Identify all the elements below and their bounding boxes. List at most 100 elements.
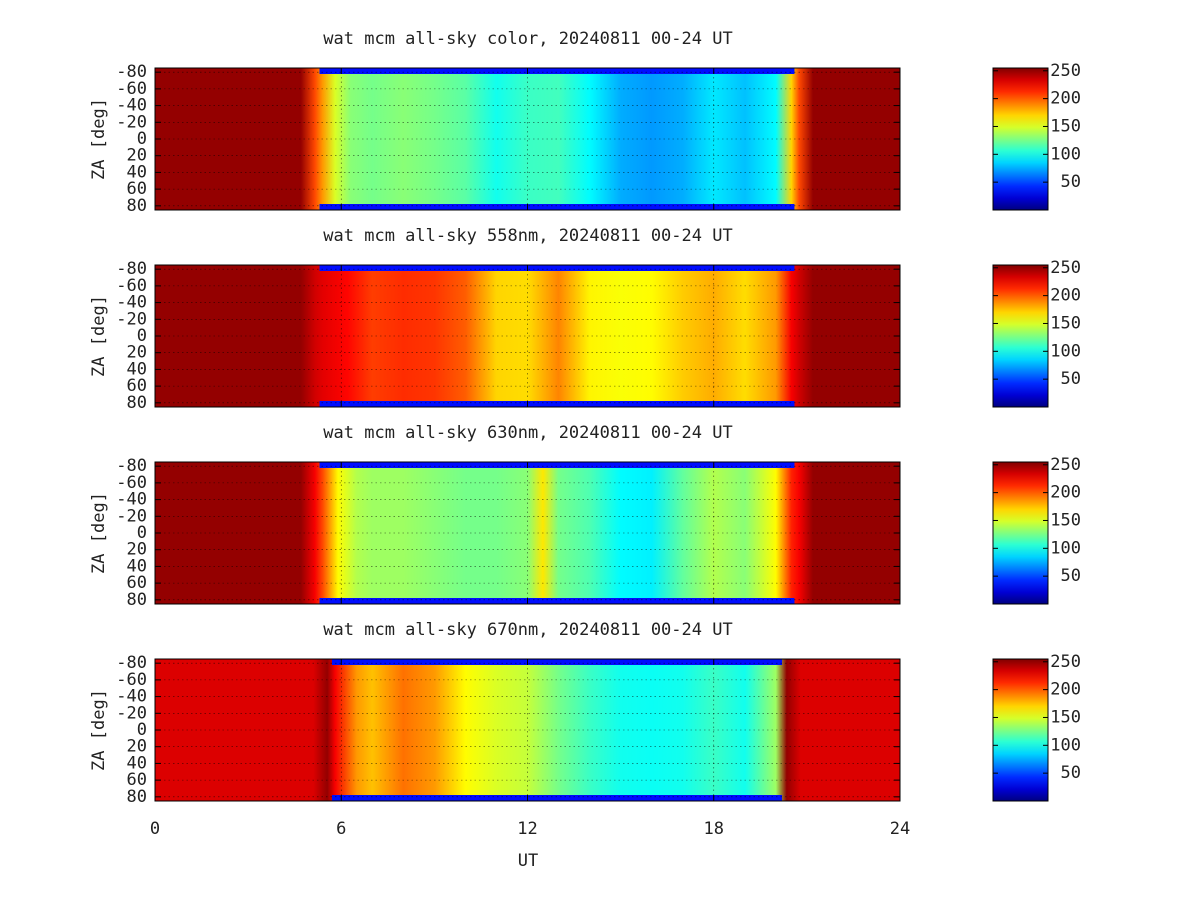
colorbar: 50 100 150 200 250 <box>992 258 1081 408</box>
colorbar-tick-label: 250 <box>1050 652 1081 672</box>
y-tick-label: -60 <box>116 276 147 296</box>
heatmap <box>155 68 900 210</box>
colorbar-tick-label: 150 <box>1050 313 1081 333</box>
y-tick-label: 60 <box>127 376 147 396</box>
horizon-band-bottom <box>331 795 783 801</box>
horizon-band-top <box>319 462 795 468</box>
y-tick-label: 20 <box>127 343 147 363</box>
x-tick-label: 6 <box>336 819 346 839</box>
y-tick-label: -60 <box>116 670 147 690</box>
panel: wat mcm all-sky 558nm, 20240811 00-24 UT… <box>89 226 1081 413</box>
colorbar-tick-label: 250 <box>1050 455 1081 475</box>
y-tick-label: -60 <box>116 79 147 99</box>
colorbar-gradient <box>993 462 1048 604</box>
y-tick-label: 40 <box>127 753 147 773</box>
colorbar-tick-label: 250 <box>1050 258 1081 278</box>
horizon-band-top <box>331 659 783 665</box>
horizon-band-top <box>319 68 795 74</box>
y-tick-label: -80 <box>116 456 147 476</box>
y-tick-label: -20 <box>116 506 147 526</box>
colorbar-tick-label: 150 <box>1050 116 1081 136</box>
colorbar-gradient <box>993 659 1048 801</box>
colorbar: 50 100 150 200 250 <box>992 652 1081 802</box>
colorbar-tick-label: 100 <box>1050 735 1081 755</box>
y-tick-label: 0 <box>137 129 147 149</box>
panel-title: wat mcm all-sky 670nm, 20240811 00-24 UT <box>323 620 732 640</box>
y-tick-label: 20 <box>127 146 147 166</box>
horizon-band-bottom <box>319 598 795 604</box>
colorbar-tick-label: 100 <box>1050 538 1081 558</box>
y-tick-label: 0 <box>137 720 147 740</box>
y-tick-label: 60 <box>127 770 147 790</box>
panel-title: wat mcm all-sky 630nm, 20240811 00-24 UT <box>323 423 732 443</box>
y-tick-label: 40 <box>127 162 147 182</box>
panel: wat mcm all-sky 630nm, 20240811 00-24 UT… <box>89 423 1081 610</box>
colorbar-frame <box>992 264 1049 408</box>
horizon-band-top <box>319 265 795 271</box>
colorbar-frame <box>992 461 1049 605</box>
heatmap <box>155 659 900 801</box>
panel-title: wat mcm all-sky 558nm, 20240811 00-24 UT <box>323 226 732 246</box>
colorbar-tick-label: 150 <box>1050 510 1081 530</box>
heatmap <box>155 462 900 604</box>
colorbar-tick-label: 200 <box>1050 286 1081 306</box>
y-tick-label: 40 <box>127 556 147 576</box>
colorbar-tick-label: 250 <box>1050 61 1081 81</box>
y-tick-label: -80 <box>116 259 147 279</box>
colorbar-tick-label: 50 <box>1061 566 1081 586</box>
y-tick-label: -40 <box>116 490 147 510</box>
colorbar-tick-label: 200 <box>1050 483 1081 503</box>
y-tick-label: -60 <box>116 473 147 493</box>
colorbar-tick-label: 100 <box>1050 144 1081 164</box>
colorbar-tick-label: 50 <box>1061 763 1081 783</box>
y-tick-label: 80 <box>127 590 147 610</box>
y-axis-label: ZA [deg] <box>89 689 109 771</box>
y-tick-label: 40 <box>127 359 147 379</box>
colorbar: 50 100 150 200 250 <box>992 61 1081 211</box>
y-tick-label: -20 <box>116 703 147 723</box>
y-tick-label: 20 <box>127 540 147 560</box>
x-axis-label: UT <box>518 851 538 871</box>
colorbar-gradient <box>993 265 1048 407</box>
horizon-band-bottom <box>319 204 795 210</box>
y-tick-label: -40 <box>116 96 147 116</box>
y-tick-label: -20 <box>116 112 147 132</box>
colorbar-gradient <box>993 68 1048 210</box>
colorbar-tick-label: 50 <box>1061 369 1081 389</box>
y-tick-label: 80 <box>127 393 147 413</box>
x-tick-label: 24 <box>890 819 910 839</box>
y-tick-label: 80 <box>127 787 147 807</box>
panel: wat mcm all-sky color, 20240811 00-24 UT… <box>89 29 1081 216</box>
colorbar-tick-label: 200 <box>1050 89 1081 109</box>
panel-title: wat mcm all-sky color, 20240811 00-24 UT <box>323 29 732 49</box>
y-tick-label: -80 <box>116 653 147 673</box>
y-tick-label: 60 <box>127 573 147 593</box>
colorbar-tick-label: 200 <box>1050 680 1081 700</box>
y-tick-label: -80 <box>116 62 147 82</box>
colorbar-frame <box>992 658 1049 802</box>
colorbar: 50 100 150 200 250 <box>992 455 1081 605</box>
horizon-band-bottom <box>319 401 795 407</box>
y-tick-label: -40 <box>116 687 147 707</box>
x-tick-label: 12 <box>517 819 537 839</box>
y-axis-label: ZA [deg] <box>89 98 109 180</box>
x-tick-label: 18 <box>704 819 724 839</box>
y-axis-label: ZA [deg] <box>89 295 109 377</box>
colorbar-tick-label: 100 <box>1050 341 1081 361</box>
panels: wat mcm all-sky color, 20240811 00-24 UT… <box>89 29 1081 839</box>
y-tick-label: -40 <box>116 293 147 313</box>
y-tick-label: 0 <box>137 326 147 346</box>
colorbar-tick-label: 150 <box>1050 707 1081 727</box>
panel: wat mcm all-sky 670nm, 20240811 00-24 UT… <box>89 620 1081 839</box>
heatmap <box>155 265 900 407</box>
colorbar-frame <box>992 67 1049 211</box>
y-tick-label: 20 <box>127 737 147 757</box>
x-tick-label: 0 <box>150 819 160 839</box>
y-axis-label: ZA [deg] <box>89 492 109 574</box>
y-tick-label: 0 <box>137 523 147 543</box>
y-tick-label: -20 <box>116 309 147 329</box>
y-tick-label: 80 <box>127 196 147 216</box>
colorbar-tick-label: 50 <box>1061 172 1081 192</box>
y-tick-label: 60 <box>127 179 147 199</box>
